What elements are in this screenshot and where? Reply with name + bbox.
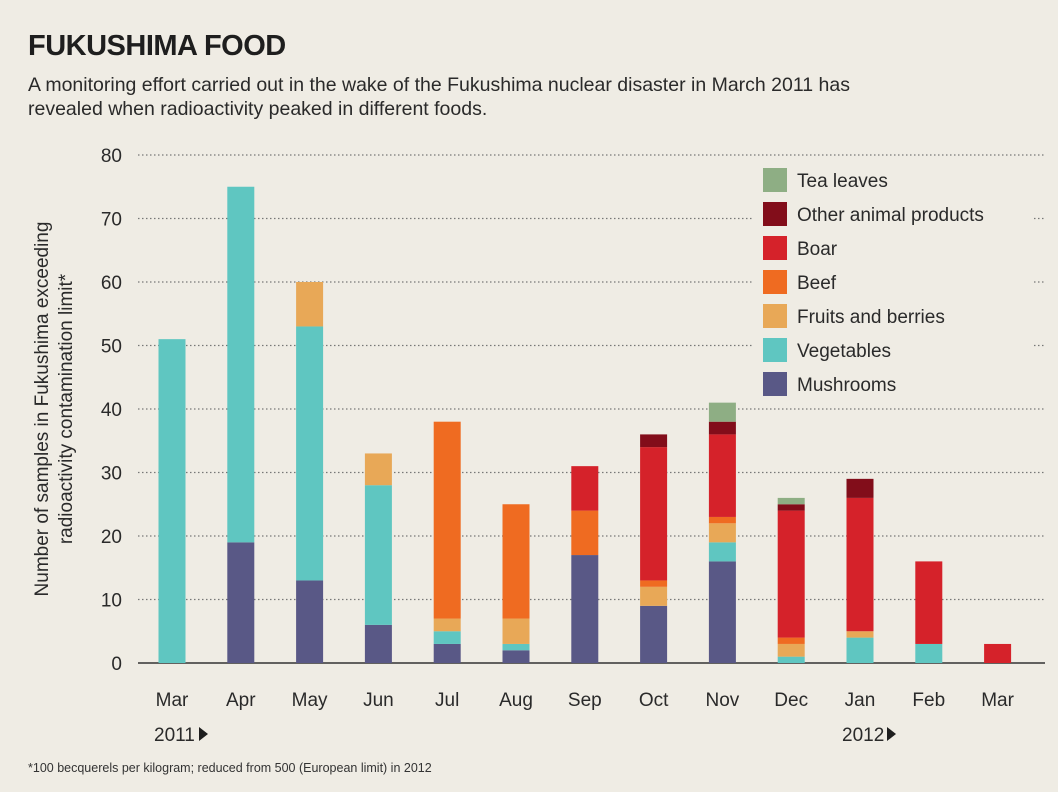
bar-segment-mushrooms <box>227 542 255 663</box>
x-tick-label: Dec <box>774 690 808 711</box>
legend-label: Beef <box>797 273 837 294</box>
bar-segment-beef <box>571 510 599 556</box>
bar-segment-other-animal-products <box>640 434 668 448</box>
bar-segment-boar <box>571 466 599 511</box>
x-tick-label: Nov <box>706 690 740 711</box>
bar-segment-vegetables <box>364 485 392 625</box>
bar-segment-beef <box>433 421 461 619</box>
legend-label: Vegetables <box>797 341 891 362</box>
y-axis-label-line: radioactivity contamination limit* <box>56 273 77 544</box>
bar-segment-other-animal-products <box>708 421 736 435</box>
bar-segment-vegetables <box>502 643 530 651</box>
year-labels: 2011 2012 <box>154 725 896 746</box>
bar-segment-other-animal-products <box>846 478 874 498</box>
y-tick-label: 40 <box>101 400 122 421</box>
legend-background <box>752 163 1034 407</box>
x-tick-label: Feb <box>912 690 945 711</box>
bar-segment-beef <box>502 504 530 619</box>
year-label: 2012 <box>842 725 884 746</box>
bar-segment-mushrooms <box>364 624 392 663</box>
legend-swatch <box>763 168 787 192</box>
y-tick-label: 80 <box>101 146 122 167</box>
bar-segment-vegetables <box>777 656 805 663</box>
bar-segment-tea-leaves <box>777 497 805 505</box>
x-tick-label: Aug <box>499 690 533 711</box>
legend-label: Boar <box>797 239 838 260</box>
chart-subtitle: A monitoring effort carried out in the w… <box>28 74 850 120</box>
legend-swatch <box>763 270 787 294</box>
x-tick-label: Jan <box>845 690 876 711</box>
legend-swatch <box>763 202 787 226</box>
bar-segment-tea-leaves <box>708 402 736 422</box>
bar-segment-boar <box>708 434 736 517</box>
y-axis-label-line: Number of samples in Fukushima exceeding <box>32 222 53 597</box>
legend-swatch <box>763 304 787 328</box>
legend-swatch <box>763 372 787 396</box>
bar-segment-fruits-and-berries <box>708 523 736 543</box>
x-tick-label: Mar <box>981 690 1014 711</box>
y-axis-label: Number of samples in Fukushima exceeding… <box>32 222 77 597</box>
x-tick-label: Jun <box>363 690 394 711</box>
x-axis-ticks: Mar Apr May Jun Jul Aug Sep Oct Nov Dec Jan Feb Mar <box>156 690 1015 711</box>
bar-segment-boar <box>915 561 943 644</box>
bar-segment-beef <box>640 580 668 587</box>
bar-segment-mushrooms <box>571 555 599 663</box>
bar-segment-mushrooms <box>708 561 736 663</box>
bar-segment-fruits-and-berries <box>296 282 324 327</box>
x-tick-label: May <box>292 690 328 711</box>
y-axis-ticks: 0 10 20 30 40 50 60 70 80 <box>101 146 122 675</box>
y-tick-label: 10 <box>101 591 122 612</box>
x-tick-label: Sep <box>568 690 602 711</box>
bar-segment-fruits-and-berries <box>846 631 874 638</box>
bar-segment-boar <box>846 497 874 632</box>
footnote: *100 becquerels per kilogram; reduced fr… <box>28 761 432 775</box>
bar-segment-boar <box>777 510 805 638</box>
bar-segment-beef <box>708 516 736 524</box>
arrow-right-icon <box>199 727 208 741</box>
legend-label: Fruits and berries <box>797 307 945 328</box>
bar-segment-mushrooms <box>296 580 324 663</box>
bar-segment-mushrooms <box>502 650 530 663</box>
bar-segment-fruits-and-berries <box>777 643 805 657</box>
bar-segment-vegetables <box>846 637 874 663</box>
y-tick-label: 20 <box>101 527 122 548</box>
x-tick-label: Apr <box>226 690 256 711</box>
bar-segment-fruits-and-berries <box>364 453 392 486</box>
year-label: 2011 <box>154 725 195 746</box>
arrow-right-icon <box>887 727 896 741</box>
bar-segment-vegetables <box>708 542 736 562</box>
bar-segment-vegetables <box>158 339 186 663</box>
legend: Tea leaves Other animal products Boar Beef F… <box>752 163 1034 407</box>
bar-segment-boar <box>640 447 668 581</box>
y-tick-label: 50 <box>101 337 122 358</box>
bar-segment-beef <box>777 637 805 644</box>
bar-segment-vegetables <box>915 643 943 663</box>
bar-segment-mushrooms <box>640 605 668 663</box>
bar-segment-vegetables <box>433 631 461 644</box>
bars <box>158 186 1012 663</box>
chart-title: FUKUSHIMA FOOD <box>28 30 286 62</box>
legend-label: Other animal products <box>797 205 984 226</box>
y-tick-label: 60 <box>101 273 122 294</box>
bar-segment-fruits-and-berries <box>502 618 530 644</box>
legend-label: Mushrooms <box>797 375 896 396</box>
legend-swatch <box>763 236 787 260</box>
bar-segment-fruits-and-berries <box>433 618 461 632</box>
legend-label: Tea leaves <box>797 171 888 192</box>
x-tick-label: Jul <box>435 690 459 711</box>
bar-segment-other-animal-products <box>777 504 805 511</box>
bar-segment-boar <box>984 643 1012 663</box>
bar-segment-vegetables <box>227 186 255 543</box>
bar-segment-mushrooms <box>433 643 461 663</box>
y-tick-label: 70 <box>101 210 122 231</box>
bar-segment-fruits-and-berries <box>640 586 668 606</box>
x-tick-label: Mar <box>156 690 189 711</box>
legend-swatch <box>763 338 787 362</box>
x-tick-label: Oct <box>639 690 669 711</box>
y-tick-label: 0 <box>111 654 122 675</box>
bar-segment-vegetables <box>296 326 324 581</box>
y-tick-label: 30 <box>101 464 122 485</box>
